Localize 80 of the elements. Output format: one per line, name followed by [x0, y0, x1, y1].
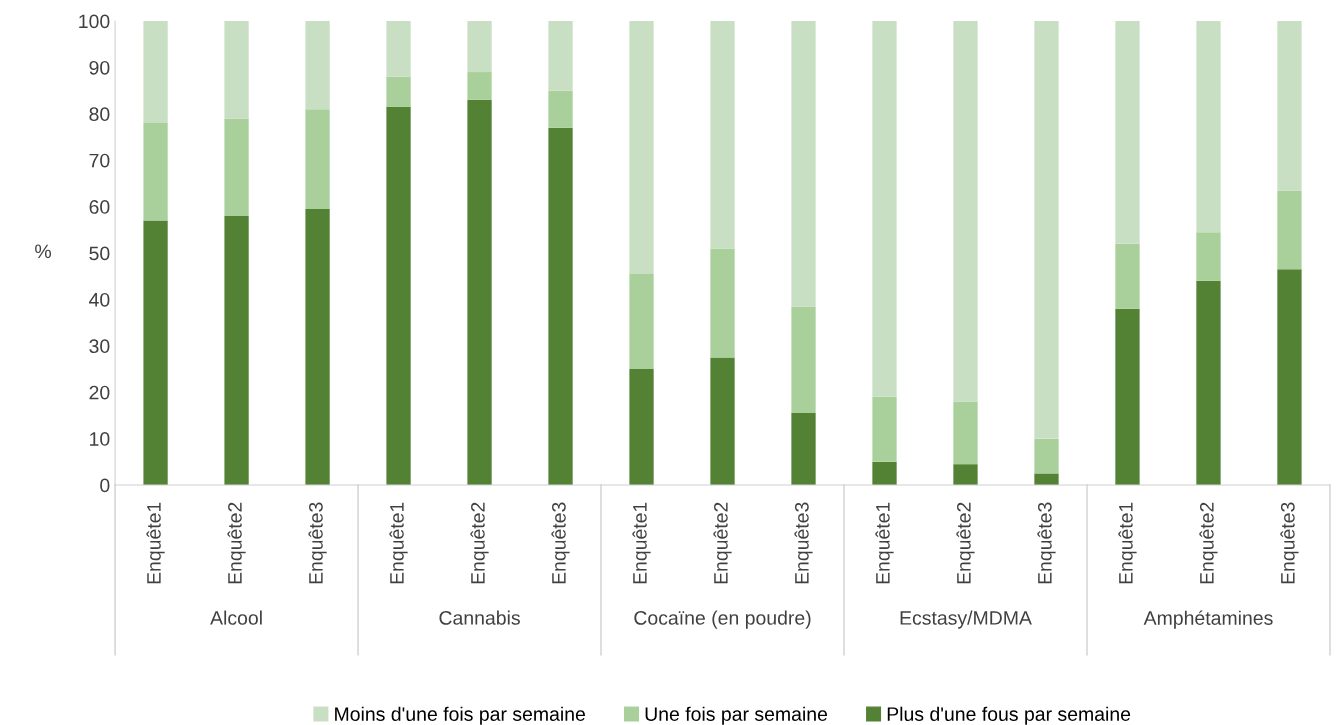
x-tick-label: Enquête1 [1118, 502, 1137, 584]
bar [710, 248, 735, 358]
legend-label: Plus d'une fous par semaine [887, 706, 1131, 725]
text: Cannabis [439, 610, 520, 625]
bar [548, 90, 573, 128]
bar [305, 109, 330, 209]
bar [953, 21, 978, 402]
bar [1196, 21, 1221, 233]
bar [548, 127, 573, 486]
bar [629, 21, 654, 274]
y-tick-label: 30 [89, 339, 110, 354]
bar [386, 106, 411, 486]
y-tick-label: 90 [89, 60, 110, 75]
bar [791, 413, 816, 486]
x-tick-label: Enquête3 [308, 502, 327, 584]
y-tick-label: 40 [89, 292, 110, 307]
bar [872, 396, 897, 462]
bar [143, 123, 168, 221]
bar [305, 21, 330, 110]
bar [1277, 21, 1302, 191]
text: Cocaïne (en poudre) [634, 610, 811, 629]
bar [1277, 190, 1302, 270]
x-tick-label: Enquête1 [632, 502, 651, 584]
x-tick-label: Enquête2 [470, 502, 489, 584]
bar [143, 220, 168, 486]
bar [710, 357, 735, 486]
y-tick-label: 60 [89, 200, 110, 214]
bar [953, 464, 978, 486]
bar [224, 118, 249, 216]
y-tick-label: 20 [89, 385, 110, 400]
bar [1034, 21, 1059, 439]
bar [467, 21, 492, 73]
bar [1115, 21, 1140, 244]
bar [1115, 308, 1140, 486]
text: Amphétamines [1143, 610, 1273, 629]
bar [1115, 243, 1140, 309]
bar [629, 273, 654, 370]
bar [710, 21, 735, 249]
legend-label: Une fois par semaine [645, 706, 828, 725]
bar [386, 76, 411, 107]
bar [1034, 438, 1059, 474]
y-tick-label: 80 [89, 107, 110, 122]
bar [224, 21, 249, 119]
y-tick-label: 50 [89, 246, 110, 261]
legend-label: Moins d'une fois par semaine [335, 706, 585, 725]
bar [1196, 232, 1221, 281]
y-tick-label: 10 [90, 432, 110, 446]
y-tick-label: 70 [89, 153, 110, 168]
y-axis-title: % [35, 244, 51, 259]
x-tick-label: Enquête1 [146, 502, 165, 584]
x-tick-label: Enquête3 [551, 502, 570, 584]
bar [872, 21, 897, 397]
bar [1196, 280, 1221, 486]
text: Ecstasy/MDMA [900, 610, 1032, 629]
x-tick-label: Enquête2 [713, 502, 732, 584]
bar [629, 369, 654, 486]
bar [953, 401, 978, 465]
bar [305, 208, 330, 486]
bar [467, 72, 492, 100]
y-tick-label: 100 [79, 14, 110, 29]
x-tick-label: Enquête1 [389, 502, 408, 584]
bar [467, 99, 492, 486]
bar [548, 21, 573, 91]
x-tick-label: Enquête3 [1280, 502, 1299, 584]
bar [872, 461, 897, 486]
x-tick-label: Enquête1 [875, 502, 894, 584]
bar [143, 21, 168, 124]
x-tick-label: Enquête3 [794, 502, 813, 584]
bar [791, 306, 816, 414]
x-tick-label: Enquête2 [227, 502, 246, 584]
x-tick-label: Enquête3 [1037, 502, 1056, 584]
bar [224, 215, 249, 486]
bar [1277, 269, 1302, 486]
text: Alcool [210, 610, 262, 625]
y-tick-label: 0 [100, 478, 110, 493]
bar [791, 21, 816, 307]
x-tick-label: Enquête2 [1199, 502, 1218, 584]
bar [386, 21, 411, 77]
bar [1034, 473, 1059, 486]
x-tick-label: Enquête2 [956, 502, 975, 584]
